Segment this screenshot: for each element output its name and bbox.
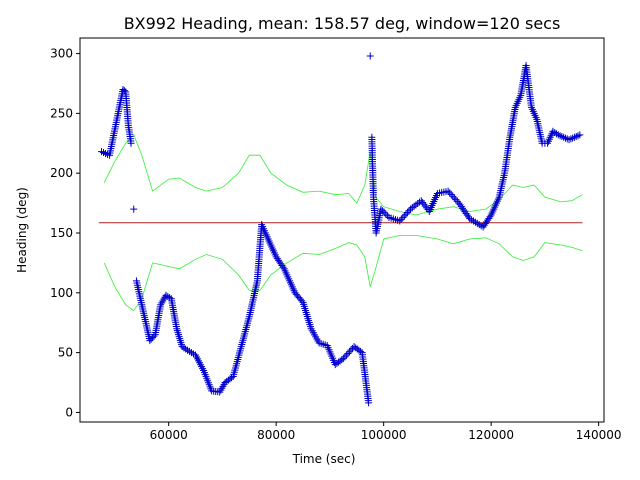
heading-point <box>130 205 138 213</box>
x-tick-label: 80000 <box>257 428 295 442</box>
heading-point <box>279 263 287 271</box>
x-tick-label: 120000 <box>468 428 514 442</box>
heading-point <box>420 200 428 208</box>
y-tick-label: 50 <box>58 346 73 360</box>
heading-point <box>366 52 374 60</box>
heading-point <box>464 213 472 221</box>
heading-point <box>162 291 170 299</box>
heading-point <box>572 132 580 140</box>
plot-background <box>80 38 604 422</box>
heading-point <box>127 139 135 147</box>
heading-point <box>417 197 425 205</box>
heading-point <box>342 351 350 359</box>
heading-point <box>180 344 188 352</box>
heading-point <box>403 208 411 216</box>
plot-frame <box>79 37 605 423</box>
heading-point <box>412 201 420 209</box>
heading-point <box>338 356 346 364</box>
y-tick-label: 200 <box>50 166 73 180</box>
heading-point <box>567 135 575 143</box>
y-tick-label: 0 <box>65 405 73 419</box>
heading-point <box>449 192 457 200</box>
heading-point <box>298 297 306 305</box>
heading-point <box>405 207 413 215</box>
y-tick-label: 300 <box>50 47 73 61</box>
heading-point <box>345 348 353 356</box>
heading-point <box>347 346 355 354</box>
heading-point <box>341 353 349 361</box>
chart-title: BX992 Heading, mean: 158.57 deg, window=… <box>124 14 561 33</box>
upper-band-line <box>103 134 583 216</box>
heading-point <box>452 196 460 204</box>
heading-point <box>408 204 416 212</box>
heading-point <box>414 199 422 207</box>
y-axis-label: Heading (deg) <box>15 187 29 273</box>
x-axis-ticks: 60000 80000 100000 120000 140000 <box>150 422 622 442</box>
heading-point <box>377 205 385 213</box>
heading-point <box>551 129 559 137</box>
heading-point <box>574 132 582 140</box>
heading-point <box>150 332 158 340</box>
heading-point <box>554 131 562 139</box>
heading-point <box>399 214 407 222</box>
x-tick-label: 140000 <box>576 428 622 442</box>
heading-point <box>549 127 557 135</box>
heading-point <box>164 292 172 300</box>
heading-point <box>560 133 568 141</box>
heading-point <box>419 198 427 206</box>
heading-point <box>556 132 564 140</box>
x-tick-label: 60000 <box>150 428 188 442</box>
heading-point <box>383 212 391 220</box>
heading-point <box>400 212 408 220</box>
heading-point <box>576 131 584 139</box>
lower-band-line <box>103 234 583 312</box>
heading-point <box>570 133 578 141</box>
y-tick-label: 150 <box>50 226 73 240</box>
y-tick-label: 100 <box>50 286 73 300</box>
x-tick-label: 100000 <box>361 428 407 442</box>
heading-point <box>382 210 390 218</box>
heading-point <box>410 202 418 210</box>
series-layer <box>97 52 584 407</box>
heading-point <box>446 189 454 197</box>
heading-point <box>380 208 388 216</box>
heading-point <box>344 349 352 357</box>
heading-point <box>397 215 405 223</box>
heading-point <box>569 134 577 142</box>
heading-point <box>120 87 128 95</box>
heading-point <box>379 207 387 215</box>
y-axis-ticks: 0 50 100 150 200 250 300 <box>50 47 80 419</box>
heading-point <box>486 213 494 221</box>
heading-point <box>396 217 404 225</box>
heading-point <box>450 194 458 202</box>
heading-point <box>365 399 373 407</box>
heading-point <box>182 345 190 353</box>
heading-point <box>558 132 566 140</box>
heading-point <box>402 210 410 218</box>
heading-point <box>565 136 573 144</box>
heading-point <box>178 343 186 351</box>
heading-point <box>444 187 452 195</box>
heading-point <box>561 134 569 142</box>
heading-point <box>447 191 455 199</box>
heading-point <box>407 205 415 213</box>
heading-point <box>349 344 357 352</box>
heading-point <box>421 202 429 210</box>
heading-point <box>553 130 561 138</box>
heading-point <box>339 355 347 363</box>
x-axis-label: Time (sec) <box>292 452 356 466</box>
y-tick-label: 250 <box>50 106 73 120</box>
